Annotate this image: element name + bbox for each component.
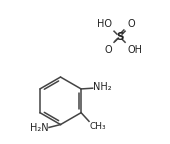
Text: S: S [116, 32, 123, 42]
Text: CH₃: CH₃ [89, 122, 106, 131]
Text: NH₂: NH₂ [93, 83, 112, 92]
Text: O: O [128, 19, 135, 29]
Text: HO: HO [97, 19, 112, 29]
Text: H₂N: H₂N [30, 123, 48, 133]
Text: O: O [104, 45, 112, 55]
Text: OH: OH [128, 45, 142, 55]
